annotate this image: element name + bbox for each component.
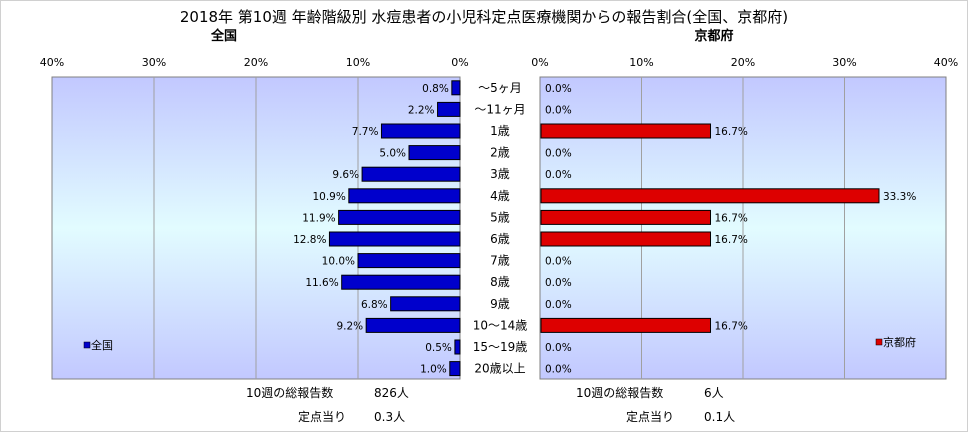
left-tick-label: 10% (346, 56, 370, 69)
left-bar (380, 123, 461, 139)
right-data-label: 16.7% (715, 126, 748, 138)
right-data-label: 0.0% (545, 169, 572, 181)
category-label: 1歳 (490, 124, 510, 138)
left-data-label: 0.8% (422, 83, 449, 95)
left-panel-title: 全国 (210, 28, 237, 44)
category-label: 8歳 (490, 275, 510, 289)
right-legend: 京都府 (875, 335, 916, 349)
category-label: 3歳 (490, 167, 510, 181)
right-per-label: 定点当り (626, 409, 674, 424)
left-bar (365, 317, 461, 333)
right-data-label: 16.7% (715, 234, 748, 246)
right-bar (540, 317, 712, 333)
right-data-label: 0.0% (545, 148, 572, 160)
right-bar (540, 209, 712, 225)
left-bar (357, 253, 461, 269)
right-legend-swatch (875, 338, 883, 346)
category-label: 20歳以上 (474, 362, 525, 376)
category-label: 10～14歳 (473, 318, 528, 332)
category-label: 6歳 (490, 232, 510, 246)
left-tick-label: 0% (451, 56, 468, 69)
left-data-label: 0.5% (425, 342, 452, 354)
left-bar (454, 339, 461, 355)
right-bar (540, 188, 880, 204)
left-tick-label: 30% (142, 56, 166, 69)
right-data-label: 0.0% (545, 299, 572, 311)
category-label: 7歳 (490, 254, 510, 268)
right-panel-title: 京都府 (694, 28, 733, 44)
right-tick-label: 20% (731, 56, 755, 69)
right-per-value: 0.1人 (704, 410, 735, 424)
right-tick-label: 30% (832, 56, 856, 69)
right-tick-labels: 0% 10% 20% 30% 40% (531, 56, 958, 69)
category-label: 9歳 (490, 297, 510, 311)
right-tick-label: 40% (934, 56, 958, 69)
right-footer: 10週の総報告数 6人 定点当り 0.1人 (576, 385, 735, 424)
right-data-label: 33.3% (883, 191, 916, 203)
left-bar (341, 274, 461, 290)
category-label: ～11ヶ月 (474, 102, 525, 116)
left-data-label: 11.6% (305, 277, 338, 289)
right-tick-label: 0% (531, 56, 548, 69)
right-data-label: 0.0% (545, 277, 572, 289)
chart-title: 2018年 第10週 年齢階級別 水痘患者の小児科定点医療機関からの報告割合(全… (180, 8, 788, 26)
right-total-value: 6人 (704, 386, 724, 400)
left-footer: 10週の総報告数 826人 定点当り 0.3人 (246, 385, 409, 424)
right-data-label: 0.0% (545, 364, 572, 376)
right-data-label: 0.0% (545, 256, 572, 268)
category-label: 2歳 (490, 146, 510, 160)
right-data-labels: 0.0% 0.0% 16.7% 0.0% 0.0% 33.3% 16.7% 16.7% 0.0%… (545, 83, 916, 376)
left-data-label: 9.6% (332, 169, 359, 181)
right-data-label: 0.0% (545, 342, 572, 354)
right-legend-label: 京都府 (883, 335, 916, 349)
category-label: 5歳 (490, 210, 510, 224)
left-legend-label: 全国 (91, 338, 113, 352)
right-bar (540, 231, 712, 247)
left-data-label: 12.8% (293, 234, 326, 246)
right-data-label: 16.7% (715, 320, 748, 332)
category-label: ～5ヶ月 (478, 81, 522, 95)
left-data-label: 7.7% (352, 126, 379, 138)
left-data-label: 6.8% (361, 299, 388, 311)
left-bar (338, 209, 461, 225)
right-bar (540, 123, 712, 139)
left-bar (328, 231, 461, 247)
left-per-label: 定点当り (298, 409, 346, 424)
right-data-label: 16.7% (715, 212, 748, 224)
left-legend-swatch (83, 341, 91, 349)
left-bars (328, 80, 461, 377)
left-per-value: 0.3人 (374, 410, 405, 424)
left-total-value: 826人 (374, 386, 409, 400)
category-label: 15～19歳 (473, 340, 528, 354)
right-total-label: 10週の総報告数 (576, 385, 663, 400)
left-data-label: 1.0% (420, 364, 447, 376)
right-bars (540, 123, 880, 333)
left-bar (449, 361, 461, 377)
right-data-label: 0.0% (545, 104, 572, 116)
left-tick-label: 20% (244, 56, 268, 69)
left-data-label: 9.2% (336, 320, 363, 332)
left-bar (408, 145, 461, 161)
left-data-label: 10.9% (312, 191, 345, 203)
left-bar (437, 101, 461, 117)
left-bar (390, 296, 461, 312)
right-tick-label: 10% (629, 56, 653, 69)
left-tick-label: 40% (40, 56, 64, 69)
left-legend: 全国 (83, 338, 113, 352)
left-bar (451, 80, 461, 96)
left-tick-labels: 40% 30% 20% 10% 0% (40, 56, 469, 69)
left-data-label: 2.2% (408, 104, 435, 116)
left-data-labels: 0.8% 2.2% 7.7%5.0% 9.6% 10.9% 11.9% 12.8% 10.0%… (293, 83, 452, 376)
left-data-label: 10.0% (322, 256, 355, 268)
left-bar (348, 188, 461, 204)
right-data-label: 0.0% (545, 83, 572, 95)
left-total-label: 10週の総報告数 (246, 385, 333, 400)
category-labels: ～5ヶ月 ～11ヶ月 1歳 2歳 3歳 4歳 5歳 6歳 7歳 8歳 9歳 10～14歳 15～19歳 2… (473, 81, 528, 376)
left-bar (361, 166, 461, 182)
category-label: 4歳 (490, 189, 510, 203)
left-data-label: 11.9% (302, 212, 335, 224)
left-gridlines (153, 77, 359, 379)
left-data-label: 5.0% (379, 148, 406, 160)
